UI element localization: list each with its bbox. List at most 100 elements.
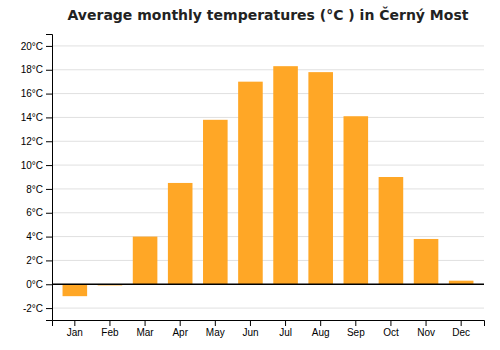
y-tick-label: 14°C (21, 112, 43, 123)
x-tick-mark (320, 320, 321, 326)
x-tick: Jul (279, 320, 292, 338)
y-tick-mark (46, 260, 52, 261)
grid-line (52, 141, 484, 142)
y-tick: 2°C (26, 255, 52, 266)
y-tick-label: 6°C (26, 207, 43, 218)
y-tick-label: 2°C (26, 255, 43, 266)
x-tick-label: Mar (136, 327, 154, 338)
y-tick: 12°C (21, 136, 52, 147)
y-tick-mark (46, 141, 52, 142)
x-tick-label: Oct (383, 327, 399, 338)
x-axis-line (53, 321, 485, 327)
x-tick-label: Jul (279, 327, 292, 338)
x-tick-label: Nov (417, 327, 435, 338)
x-tick-mark (390, 320, 391, 326)
y-tick: 10°C (21, 160, 52, 171)
y-tick: -2°C (23, 303, 52, 314)
x-tick-label: Feb (101, 327, 119, 338)
x-tick-mark (426, 320, 427, 326)
y-tick-mark (46, 237, 52, 238)
x-tick: Mar (136, 320, 154, 338)
grid-line (52, 165, 484, 166)
x-tick-mark (74, 320, 75, 326)
y-tick-mark (46, 94, 52, 95)
x-tick-mark (250, 320, 251, 326)
bar (273, 66, 298, 284)
bar (308, 72, 333, 284)
grid-line (52, 45, 484, 46)
y-tick-mark (46, 117, 52, 118)
x-tick-mark (180, 320, 181, 326)
y-tick: 20°C (21, 41, 52, 52)
y-tick-label: 8°C (26, 184, 43, 195)
x-tick-label: Dec (452, 327, 470, 338)
y-tick: 16°C (21, 88, 52, 99)
y-axis-line (46, 35, 53, 321)
chart-title: Average monthly temperatures (°C ) in Če… (68, 6, 469, 23)
x-tick-mark (355, 320, 356, 326)
x-tick-label: Sep (347, 327, 365, 338)
y-tick-mark (46, 165, 52, 166)
x-tick-mark (215, 320, 216, 326)
bar (203, 120, 228, 284)
x-tick-mark (285, 320, 286, 326)
x-tick: Apr (172, 320, 188, 338)
grid-line (52, 117, 484, 118)
y-tick-mark (46, 213, 52, 214)
grid-line (52, 284, 484, 285)
x-tick: Feb (101, 320, 119, 338)
x-axis: Jan Feb Mar Apr May Jun Jul Aug Sep Oct Nov Dec (53, 320, 485, 338)
y-tick-label: 0°C (26, 279, 43, 290)
y-tick: 14°C (21, 112, 52, 123)
grid (52, 46, 484, 308)
grid-line (52, 212, 484, 213)
x-tick: May (206, 320, 225, 338)
y-tick-label: -2°C (23, 303, 43, 314)
x-tick-label: Jun (242, 327, 258, 338)
y-tick: 4°C (26, 231, 52, 242)
bar (238, 82, 263, 285)
y-axis: -2°C 0°C 2°C 4°C 6°C 8°C 10°C 12°C 14°C 16°C 18°C 2… (21, 35, 53, 321)
y-tick-mark (46, 284, 52, 285)
y-tick-label: 18°C (21, 64, 43, 75)
y-tick-label: 20°C (21, 41, 43, 52)
chart-svg: -2°C 0°C 2°C 4°C 6°C 8°C 10°C 12°C 14°C 16°C 18°C 2… (0, 0, 500, 350)
x-tick: Nov (417, 320, 435, 338)
plot-area (52, 66, 484, 296)
bar (168, 183, 193, 284)
x-tick-label: May (206, 327, 225, 338)
x-tick-mark (109, 320, 110, 326)
x-tick: Jun (242, 320, 258, 338)
x-tick-mark (145, 320, 146, 326)
y-tick-label: 12°C (21, 136, 43, 147)
y-tick: 18°C (21, 64, 52, 75)
y-tick-mark (46, 308, 52, 309)
bar (63, 284, 88, 296)
x-tick: Jan (67, 320, 83, 338)
x-tick: Aug (312, 320, 330, 338)
y-tick: 0°C (26, 279, 52, 290)
bar (344, 116, 369, 284)
x-tick-mark (461, 320, 462, 326)
x-tick: Oct (383, 320, 399, 338)
grid-line (52, 308, 484, 309)
chart-container: -2°C 0°C 2°C 4°C 6°C 8°C 10°C 12°C 14°C 16°C 18°C 2… (0, 0, 500, 350)
y-tick-mark (46, 46, 52, 47)
bar (133, 237, 158, 285)
grid-line (52, 236, 484, 237)
bar (414, 239, 439, 284)
y-tick-mark (46, 70, 52, 71)
x-tick-label: Apr (172, 327, 188, 338)
y-tick-mark (46, 189, 52, 190)
x-tick-label: Jan (67, 327, 83, 338)
grid-line (52, 93, 484, 94)
x-tick-label: Aug (312, 327, 330, 338)
zero-line (52, 284, 484, 286)
y-tick-label: 16°C (21, 88, 43, 99)
x-tick: Dec (452, 320, 470, 338)
grid-line (52, 188, 484, 189)
y-tick-label: 10°C (21, 160, 43, 171)
bar (379, 177, 404, 284)
y-tick: 8°C (26, 184, 52, 195)
grid-line (52, 69, 484, 70)
